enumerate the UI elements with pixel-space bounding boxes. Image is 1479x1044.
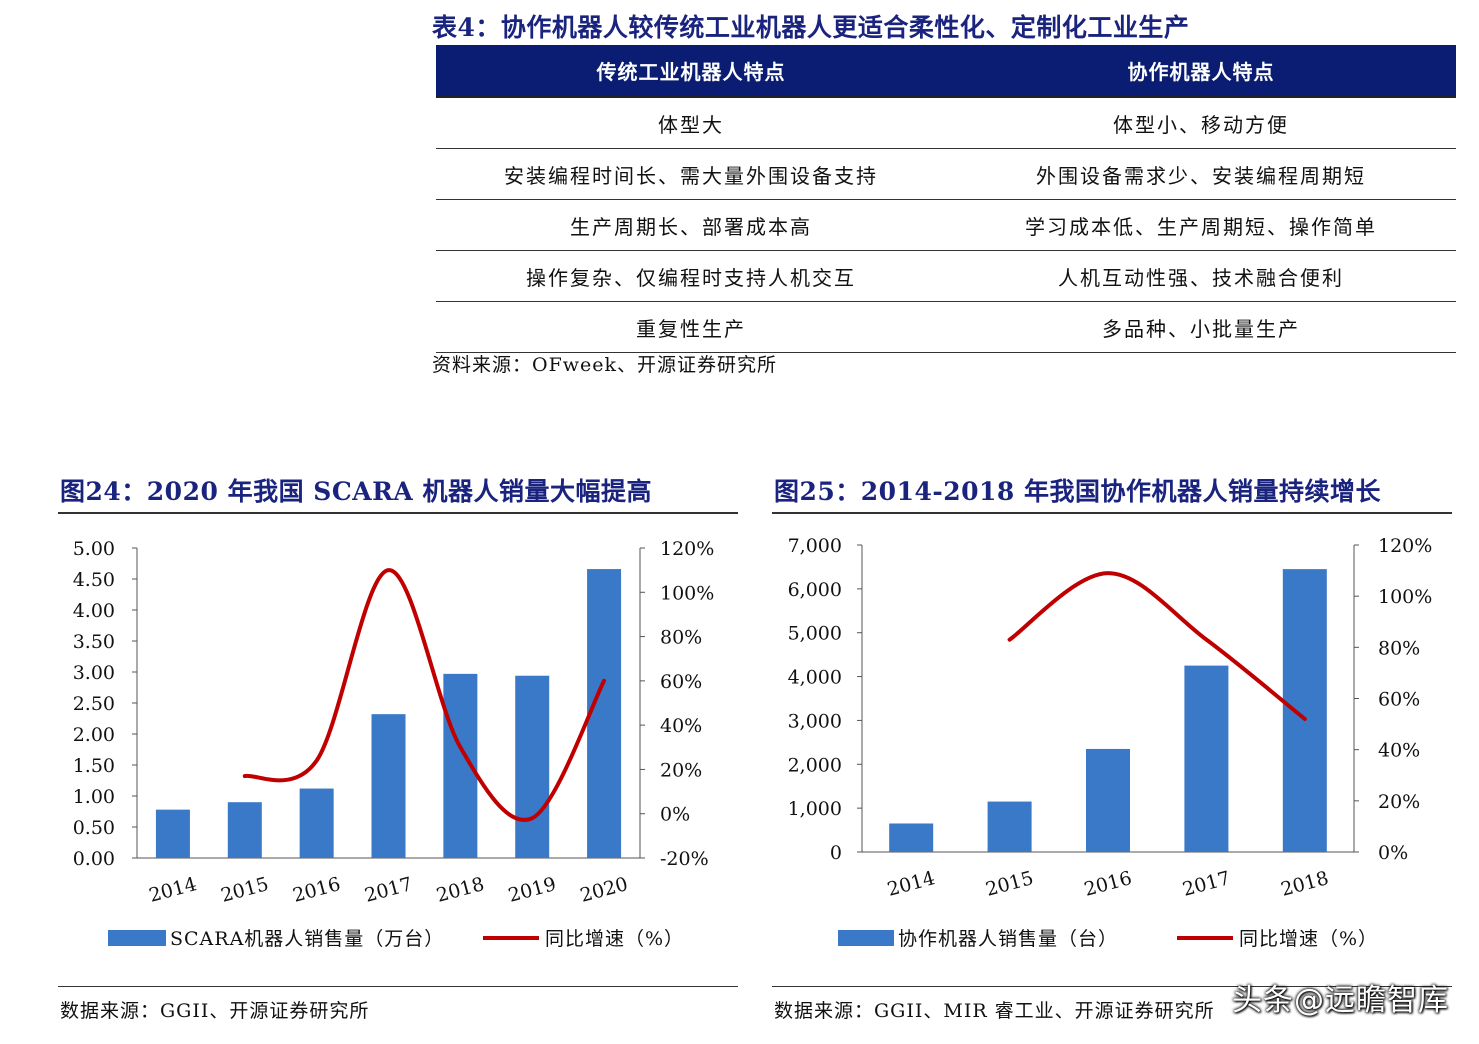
bar [587,569,622,858]
right-tick-label: 100% [1378,586,1432,608]
bar [889,823,934,852]
right-tick-label: 80% [1378,637,1420,659]
legend-bar-label: SCARA机器人销售量（万台） [170,928,444,950]
x-tick-label: 2018 [1279,867,1331,901]
left-tick-label: 3,000 [788,710,842,732]
fig24-chart: 0.00 0.50 1.00 1.50 2.00 2.50 3.00 3.50 4.00 4.50… [73,538,715,950]
table-row: 操作复杂、仅编程时支持人机交互 人机互动性强、技术融合便利 [436,250,1456,302]
x-tick-label: 2019 [506,873,558,907]
table-cell: 外围设备需求少、安装编程周期短 [946,148,1456,200]
left-tick-label: 0 [830,842,842,864]
left-tick-label: 4,000 [788,667,842,689]
table-cell: 体型小、移动方便 [946,96,1456,149]
bar [515,675,550,858]
left-tick-label: 1,000 [788,798,842,820]
table-row: 重复性生产 多品种、小批量生产 [436,301,1456,353]
right-tick-label: 40% [1378,740,1420,762]
table-title: 表4：协作机器人较传统工业机器人更适合柔性化、定制化工业生产 [432,13,1190,42]
watermark-text: 头条@远瞻智库 [1232,983,1449,1018]
table-row: 生产周期长、部署成本高 学习成本低、生产周期短、操作简单 [436,199,1456,251]
left-tick-label: 2,000 [788,754,842,776]
bar [371,714,406,858]
x-tick-label: 2015 [219,873,271,907]
table-cell: 多品种、小批量生产 [946,301,1456,353]
fig25-bottom-rule [772,986,1452,987]
growth-line [1007,571,1307,721]
table-cell: 生产周期长、部署成本高 [436,199,946,251]
left-tick-label: 2.50 [73,693,115,715]
x-tick-label: 2018 [434,873,486,907]
table-cell: 安装编程时间长、需大量外围设备支持 [436,148,946,200]
bar [227,802,262,858]
left-tick-label: 0.50 [73,817,115,839]
x-tick-label: 2017 [362,873,414,907]
legend-bar-label: 协作机器人销售量（台） [898,928,1118,950]
header-collaborative: 协作机器人特点 [946,45,1456,98]
right-tick-label: 60% [660,671,702,693]
right-tick-label: 100% [660,582,714,604]
right-tick-label: 80% [660,627,702,649]
left-tick-label: 1.00 [73,786,115,808]
x-tick-label: 2016 [1082,867,1134,901]
legend-line-label: 同比增速（%） [1239,928,1378,950]
fig25-title: 图25：2014-2018 年我国协作机器人销量持续增长 [774,477,1382,506]
bar [155,809,190,858]
table-cell: 体型大 [436,96,946,149]
right-tick-label: 40% [660,715,702,737]
right-tick-label: 20% [1378,791,1420,813]
bar [299,788,334,858]
legend-bar-swatch [838,930,894,946]
left-tick-label: 7,000 [788,535,842,557]
table-cell: 人机互动性强、技术融合便利 [946,250,1456,302]
legend-line-label: 同比增速（%） [545,928,684,950]
right-tick-label: 120% [660,538,714,560]
fig24-top-rule [58,512,738,514]
table-cell: 学习成本低、生产周期短、操作简单 [946,199,1456,251]
x-tick-label: 2015 [983,867,1035,901]
bar [1282,569,1327,852]
left-tick-label: 3.50 [73,631,115,653]
left-tick-label: 4.00 [73,600,115,622]
right-tick-label: 0% [1378,842,1408,864]
legend-bar-swatch [108,930,166,946]
left-tick-label: 5,000 [788,623,842,645]
header-traditional: 传统工业机器人特点 [436,45,946,98]
table-header-row: 传统工业机器人特点 协作机器人特点 [436,45,1456,98]
fig24-source: 数据来源：GGII、开源证券研究所 [60,1000,370,1022]
bar [987,801,1032,852]
fig24-title: 图24：2020 年我国 SCARA 机器人销量大幅提高 [60,477,653,506]
left-tick-label: 3.00 [73,662,115,684]
fig25-chart: 0 1,000 2,000 3,000 4,000 5,000 6,000 7,000 0% 20… [788,535,1433,950]
right-tick-label: 120% [1378,535,1432,557]
table-source: 资料来源：OFweek、开源证券研究所 [432,354,778,376]
bar [1184,665,1229,852]
left-tick-label: 1.50 [73,755,115,777]
table-row: 体型大 体型小、移动方便 [436,96,1456,149]
table-row: 安装编程时间长、需大量外围设备支持 外围设备需求少、安装编程周期短 [436,148,1456,200]
bar [1086,748,1130,852]
x-tick-label: 2020 [578,873,630,907]
x-tick-label: 2016 [290,873,342,907]
fig25-top-rule [772,512,1452,514]
right-tick-label: 20% [660,759,702,781]
x-tick-label: 2014 [147,873,199,907]
right-tick-label: 0% [660,804,690,826]
table-cell: 操作复杂、仅编程时支持人机交互 [436,250,946,302]
left-tick-label: 4.50 [73,569,115,591]
x-tick-label: 2014 [885,867,937,901]
right-tick-label: 60% [1378,689,1420,711]
table-cell: 重复性生产 [436,301,946,353]
left-tick-label: 2.00 [73,724,115,746]
left-tick-label: 0.00 [73,848,115,870]
fig25-source: 数据来源：GGII、MIR 睿工业、开源证券研究所 [774,1000,1215,1022]
fig24-bottom-rule [58,986,738,987]
x-tick-label: 2017 [1180,867,1232,901]
left-tick-label: 6,000 [788,579,842,601]
right-tick-label: -20% [660,848,709,870]
left-tick-label: 5.00 [73,538,115,560]
comparison-table: 传统工业机器人特点 协作机器人特点 体型大 体型小、移动方便 安装编程时间长、需… [436,45,1456,353]
growth-line [242,568,607,822]
